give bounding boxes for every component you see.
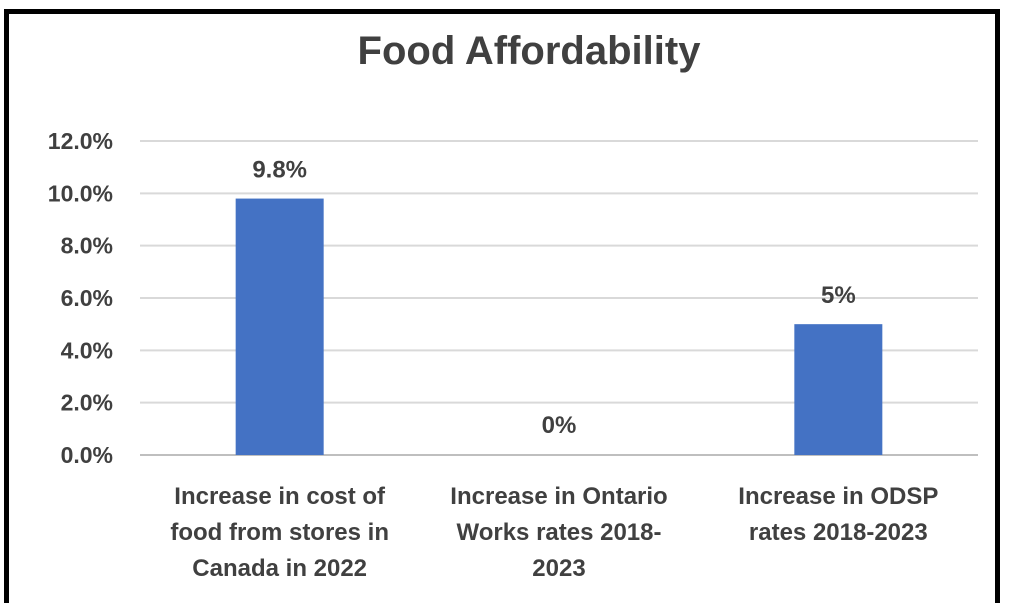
- x-category-label: Canada in 2022: [192, 555, 367, 582]
- bar: [235, 198, 324, 456]
- bars: [235, 198, 883, 456]
- data-label: 5%: [821, 282, 856, 309]
- data-label: 0%: [542, 412, 577, 439]
- chart-title: Food Affordability: [358, 29, 702, 73]
- y-axis: 0.0% 2.0% 4.0% 6.0% 8.0% 10.0% 12.0%: [48, 128, 113, 468]
- x-category-label: Works rates 2018-: [456, 519, 661, 546]
- y-tick-label: 2.0%: [61, 390, 113, 416]
- y-tick-label: 8.0%: [61, 233, 113, 259]
- y-tick-label: 6.0%: [61, 285, 113, 311]
- x-category-label: rates 2018-2023: [749, 519, 928, 546]
- x-category-label: Increase in Ontario: [450, 483, 667, 510]
- y-tick-label: 0.0%: [61, 442, 113, 468]
- data-labels: 9.8% 0% 5%: [252, 157, 855, 439]
- x-category-label: Increase in ODSP: [738, 483, 938, 510]
- y-tick-label: 10.0%: [48, 180, 113, 206]
- x-axis: Increase in cost of food from stores in Ca…: [170, 483, 938, 582]
- chart-frame: [4, 9, 1000, 603]
- bar: [794, 324, 883, 455]
- x-category-label: food from stores in: [170, 519, 389, 546]
- data-label: 9.8%: [252, 157, 307, 184]
- x-category-label: Increase in cost of: [174, 483, 386, 510]
- y-tick-label: 12.0%: [48, 128, 113, 154]
- y-tick-label: 4.0%: [61, 337, 113, 363]
- x-category-label: 2023: [532, 555, 585, 582]
